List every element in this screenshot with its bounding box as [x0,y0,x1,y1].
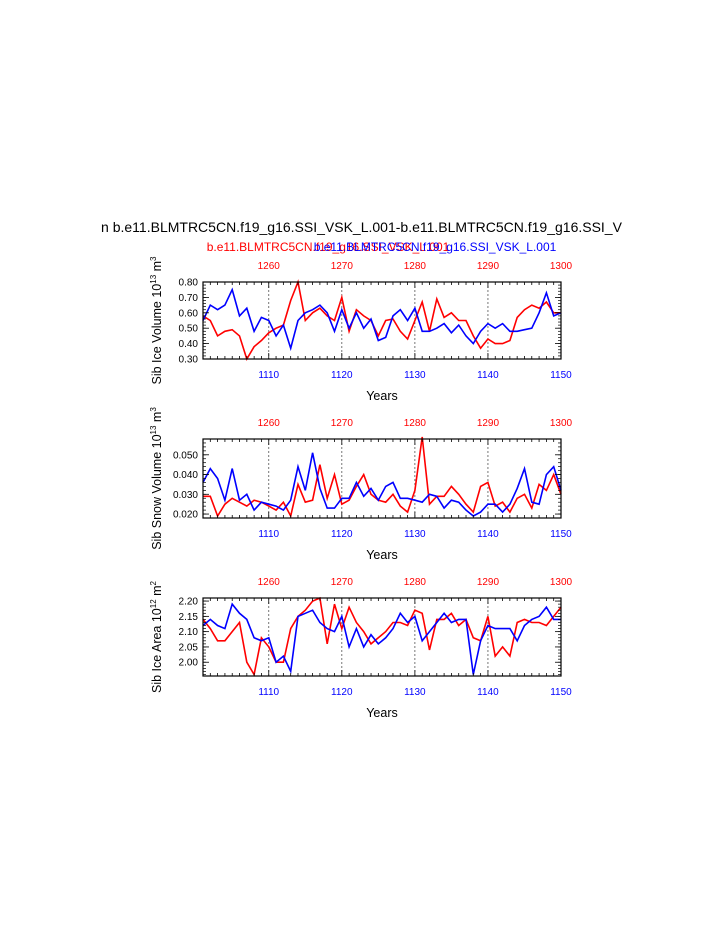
panel-snow-volume: 1110 1120 1130 1140 1150 1260 1270 1280 1290 1300… [149,407,573,562]
y-axis-label-part: m [150,261,164,275]
y-axis-label-exponent: 3 [149,256,158,261]
top-tick-label: 1300 [550,418,573,429]
x-axis-label: Years [366,548,398,562]
y-axis-label-part: m [150,585,164,599]
y-tick-label: 0.050 [173,450,198,461]
y-axis-label-exponent: 13 [149,274,158,283]
x-tick-label: 1120 [331,529,353,540]
legend-blue-label: b.e11.BLMTRC5CN.f19_g16.SSI_VSK_L.001 [314,240,557,254]
y-axis-label-exponent: 12 [149,599,158,608]
x-tick-label: 1140 [477,687,499,698]
x-tick-label: 1110 [258,529,279,540]
x-tick-label: 1150 [550,370,572,381]
y-tick-label: 2.10 [179,627,199,638]
legend-red-label: b.e11.BLMTRC5CN.f19_g16.SSI_VSK_L.001 [207,240,450,254]
series-line-blue [202,287,562,352]
x-axis-label: Years [366,389,398,403]
top-tick-label: 1280 [404,261,427,272]
y-axis-label-part: Sib Ice Volume 10 [150,284,164,385]
series-line-red [202,596,562,677]
y-tick-label: 0.40 [179,339,199,350]
top-tick-label: 1290 [477,261,500,272]
x-tick-label: 1130 [404,529,426,540]
panel-ice-volume: 1110 1120 1130 1140 1150 1260 1270 1280 1290 1300… [149,256,573,403]
x-tick-label: 1140 [477,370,499,381]
plot-frame [202,281,562,360]
y-axis-label-part: Sib Snow Volume 10 [150,434,164,549]
top-tick-label: 1270 [331,418,354,429]
series-line-red [202,279,561,361]
series-line-blue [202,452,562,517]
y-tick-label: 0.040 [173,470,198,481]
panel-ice-area: 1110 1120 1130 1140 1150 1260 1270 1280 1290 1300… [149,577,573,720]
y-tick-label: 0.50 [179,324,199,335]
x-tick-label: 1140 [477,529,499,540]
top-tick-label: 1290 [477,577,500,588]
top-tick-label: 1300 [550,577,573,588]
x-tick-label: 1130 [404,687,426,698]
y-axis-label-part: m [150,412,164,426]
y-axis-label-exponent: 13 [149,425,158,434]
y-tick-label: 0.30 [179,355,199,366]
x-axis-label: Years [366,706,398,720]
top-tick-label: 1260 [258,261,281,272]
y-axis-label-exponent: 2 [149,580,158,585]
top-tick-label: 1300 [550,261,573,272]
y-tick-label: 2.20 [179,597,199,608]
series-line-blue [202,602,561,675]
x-tick-label: 1110 [258,687,279,698]
y-axis-label-part: Sib Ice Area 10 [150,608,164,693]
series-line-red [203,436,562,519]
y-tick-label: 2.15 [179,612,199,623]
x-tick-label: 1150 [550,529,572,540]
x-tick-label: 1130 [404,370,426,381]
figure-title: n b.e11.BLMTRC5CN.f19_g16.SSI_VSK_L.001-… [101,219,623,235]
top-tick-label: 1280 [404,418,427,429]
y-axis-label: Sib Snow Volume 1013 m3 [149,407,164,550]
top-tick-label: 1270 [331,577,354,588]
y-axis-label: Sib Ice Area 1012 m2 [149,580,164,693]
x-tick-label: 1120 [331,370,353,381]
x-tick-label: 1110 [258,370,279,381]
y-tick-label: 0.60 [179,308,199,319]
top-tick-label: 1270 [331,261,354,272]
top-tick-label: 1260 [258,418,281,429]
y-tick-label: 0.80 [179,278,199,289]
top-tick-label: 1280 [404,577,427,588]
x-tick-label: 1120 [331,687,353,698]
top-tick-label: 1290 [477,418,500,429]
y-tick-label: 0.030 [173,490,198,501]
y-tick-label: 2.00 [179,658,199,669]
y-tick-label: 0.70 [179,293,199,304]
plot-frame [202,597,562,677]
y-axis-label: Sib Ice Volume 1013 m3 [149,256,164,385]
x-tick-label: 1150 [550,687,572,698]
top-tick-label: 1260 [258,577,281,588]
y-tick-label: 2.05 [179,642,199,653]
y-tick-label: 0.020 [173,510,198,521]
y-axis-label-exponent: 3 [149,407,158,412]
